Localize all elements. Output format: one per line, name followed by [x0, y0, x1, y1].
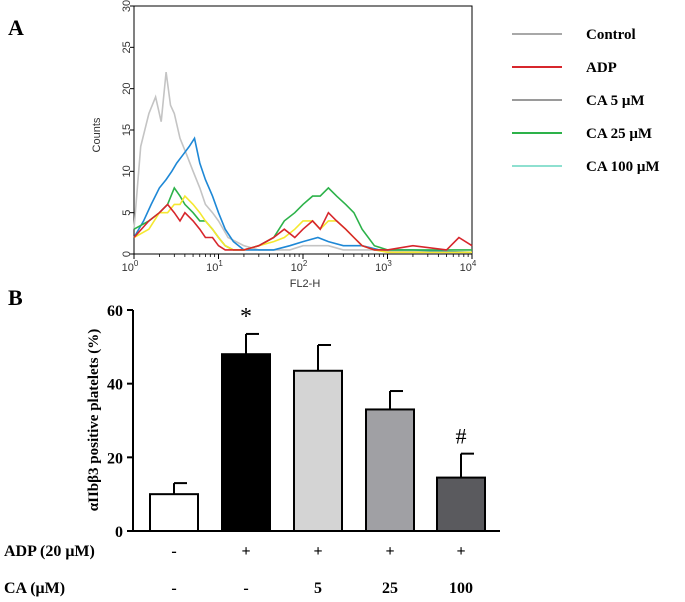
- histogram-x-ticks: 100 101 102 103 104: [122, 254, 477, 274]
- histogram-line-control: [133, 71, 472, 254]
- histogram-y-tick-label: 15: [121, 124, 133, 136]
- bar-chart-y-tick-label: 60: [107, 303, 123, 320]
- histogram-y-tick-label: 20: [121, 83, 133, 95]
- condition-label: ADP (20 μM): [4, 543, 95, 560]
- histogram-x-tick-label: 102: [291, 259, 308, 274]
- histogram-y-ticks: 0 5 10 15 20 25 30: [121, 0, 134, 257]
- histogram-y-axis-label: Counts: [91, 117, 103, 152]
- histogram-x-axis-label: FL2-H: [290, 278, 321, 290]
- condition-value: +: [241, 543, 250, 560]
- panel-a-label: A: [8, 15, 24, 40]
- condition-value: 25: [382, 580, 398, 597]
- bar-chart-y-axis-label: αIIbβ3 positive platelets (%): [86, 329, 102, 512]
- histogram-x-tick-label: 104: [460, 259, 477, 274]
- histogram-y-tick-label: 5: [121, 210, 133, 216]
- bar: [365, 408, 415, 533]
- histogram-series-group: [133, 71, 473, 254]
- condition-value: -: [171, 543, 176, 560]
- histogram-y-tick-label: 25: [121, 41, 133, 53]
- bar-chart-y-tick-label: 20: [107, 450, 123, 467]
- condition-value: 100: [449, 580, 473, 597]
- histogram-x-tick-label: 103: [375, 259, 392, 274]
- condition-value: 5: [314, 580, 322, 597]
- legend-label: Control: [586, 27, 636, 43]
- legend-label: CA 25 μM: [586, 126, 652, 142]
- condition-label: CA (μM): [4, 580, 65, 597]
- bar: [149, 493, 199, 532]
- condition-value: +: [313, 543, 322, 560]
- bar-chart-bars: *#: [149, 304, 486, 533]
- histogram-plot-frame: [133, 5, 473, 255]
- histogram-line-adp: [133, 203, 473, 251]
- bar: [293, 369, 343, 532]
- histogram-panel: 0 5 10 15 20 25 30 100 101 102 103 104 Counts FL2-…: [91, 0, 477, 290]
- condition-value: -: [171, 580, 176, 597]
- histogram-x-tick-label: 100: [122, 259, 139, 274]
- bar: [221, 353, 271, 533]
- significance-marker: *: [240, 304, 252, 330]
- condition-value: +: [385, 543, 394, 560]
- bar-chart-y-tick-label: 40: [107, 377, 123, 394]
- legend: Control ADP CA 5 μM CA 25 μM CA 100 μM: [512, 27, 660, 175]
- condition-value: -: [243, 580, 248, 597]
- legend-label: ADP: [586, 60, 617, 76]
- bar-chart-y-tick-label: 0: [115, 524, 123, 541]
- condition-value: +: [456, 543, 465, 560]
- legend-label: CA 100 μM: [586, 159, 660, 175]
- bar-chart-y-ticks: 0 20 40 60: [107, 303, 133, 541]
- bar: [436, 476, 486, 533]
- histogram-y-tick-label: 10: [121, 165, 133, 177]
- significance-marker: #: [456, 424, 467, 449]
- panel-b-label: B: [8, 285, 23, 310]
- treatment-conditions: ADP (20 μM) - + + + + CA (μM) - - 5 25 100: [4, 543, 473, 597]
- histogram-y-tick-label: 30: [121, 0, 133, 12]
- histogram-y-tick-label: 0: [121, 251, 133, 257]
- legend-label: CA 5 μM: [586, 93, 645, 109]
- histogram-x-tick-label: 101: [206, 259, 223, 274]
